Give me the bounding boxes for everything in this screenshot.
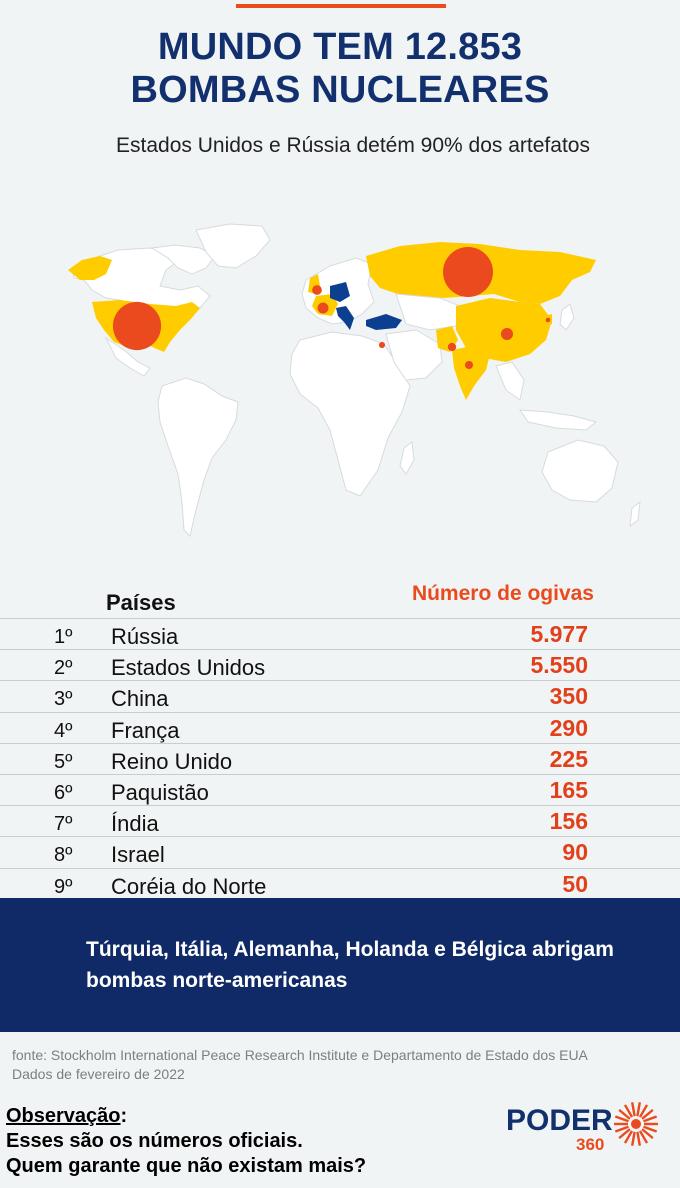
southeast-asia [495,361,525,401]
note-text: Túrquia, Itália, Alemanha, Holanda e Bél… [86,938,614,992]
warhead-value: 156 [549,808,588,835]
observation-line-1: Esses são os números oficiais. [6,1130,303,1152]
table-row: 7º Índia 156 [0,805,680,836]
country-name: Rússia [111,624,179,649]
rank-label: 1º [54,626,73,648]
country-name: Estados Unidos [111,655,266,681]
sun-ray [618,1128,631,1140]
sun-ray [641,1108,654,1120]
table-row: 8º Israel 90 [0,836,680,867]
sun-ray [614,1115,629,1123]
country-name: França [111,717,180,743]
observation-block: Observação: Esses são os números oficiai… [6,1104,526,1179]
warhead-bubble [378,341,386,349]
india [452,346,490,400]
warhead-value: 290 [549,714,588,741]
column-header-countries: Países [106,590,176,615]
rank-label: 5º [54,750,73,773]
warhead-value: 350 [549,683,588,710]
rank-label: 3º [54,688,73,711]
rank-label: 4º [54,719,73,742]
italy [336,306,354,330]
central-asia [395,293,461,331]
warhead-bubble [312,285,322,295]
sun-ray [623,1104,634,1118]
warhead-bubbles [112,247,551,370]
sun-ray [636,1102,642,1117]
observation-colon: : [120,1105,128,1127]
sun-ray [614,1125,629,1133]
country-name: Coréia do Norte [111,873,267,899]
japan [559,303,575,331]
table-row: 5º Reino Unido 225 [0,742,680,774]
date-line: Dados de fevereiro de 2022 [12,1066,185,1082]
warhead-bubble [112,301,162,351]
country-name: Índia [111,811,159,837]
turkey [366,314,402,330]
column-header-warheads: Número de ogivas [411,582,594,605]
sun-ray [623,1130,634,1144]
country-name: Israel [111,842,165,868]
country-name: Paquistão [111,779,209,805]
country-name: China [111,686,169,712]
host-countries-note: Túrquia, Itália, Alemanha, Holanda e Bél… [0,898,680,1032]
madagascar [399,441,415,475]
australia [541,439,619,503]
middle-east [385,329,443,381]
new-zealand [629,500,641,528]
sun-ray [641,1128,654,1140]
poder360-logo: PODER 360 [506,1102,658,1154]
table-row: 4º França 290 [0,711,680,743]
greenland [195,223,271,269]
rank-label: 8º [54,844,73,867]
world-map [68,223,641,537]
title-line-1: MUNDO TEM 12.853 [157,26,523,68]
warhead-value: 90 [562,839,588,866]
south-america [157,377,239,537]
warhead-bubble [500,327,514,341]
page-title: MUNDO TEM 12.853 BOMBAS NUCLEARES [0,26,680,112]
warhead-bubble [545,317,551,323]
rank-label: 2º [54,657,73,680]
top-accent-bar [236,4,446,8]
table-row: 2º Estados Unidos 5.550 [0,649,680,680]
germany-netherlands-belgium [330,282,350,302]
observation-heading: Observação [6,1105,121,1127]
warhead-bubble [317,302,329,314]
warhead-bubble [443,247,493,297]
sun-ray [630,1102,636,1117]
page-subtitle: Estados Unidos e Rússia detém 90% dos ar… [116,134,590,157]
warhead-value: 5.550 [530,652,588,679]
logo-number: 360 [576,1135,604,1154]
country-name: Reino Unido [111,748,233,774]
sunburst-icon [614,1102,658,1146]
warhead-value: 225 [549,745,588,772]
sun-ray [643,1125,658,1133]
rank-label: 7º [54,813,73,836]
sun-ray [618,1108,631,1120]
table-row: 6º Paquistão 165 [0,773,680,805]
sun-ray [636,1131,642,1146]
source-line: fonte: Stockholm International Peace Res… [12,1047,588,1063]
warhead-value: 5.977 [530,621,588,647]
warhead-value: 165 [549,776,588,803]
table-row: 1º Rússia 5.977 [0,618,680,649]
table-row: 3º China 350 [0,680,680,711]
title-line-2: BOMBAS NUCLEARES [130,69,550,111]
warhead-value: 50 [562,870,588,897]
source-footnote: fonte: Stockholm International Peace Res… [12,1046,672,1084]
table-row: 9º Coréia do Norte 50 [0,867,680,899]
ranking-table: 1º Rússia 5.977 2º Estados Unidos 5.550 … [0,618,680,899]
rank-label: 6º [54,781,73,804]
rank-label: 9º [54,875,73,898]
warhead-bubble [464,360,474,370]
observation-line-2: Quem garante que não existam mais? [6,1155,367,1177]
indonesia [519,409,598,431]
warhead-bubble [447,342,457,352]
sun-ray [643,1115,658,1123]
logo-word: PODER [506,1104,613,1137]
sun-ray [630,1131,636,1146]
sun-ray [638,1130,649,1144]
sun-ray [638,1104,649,1118]
